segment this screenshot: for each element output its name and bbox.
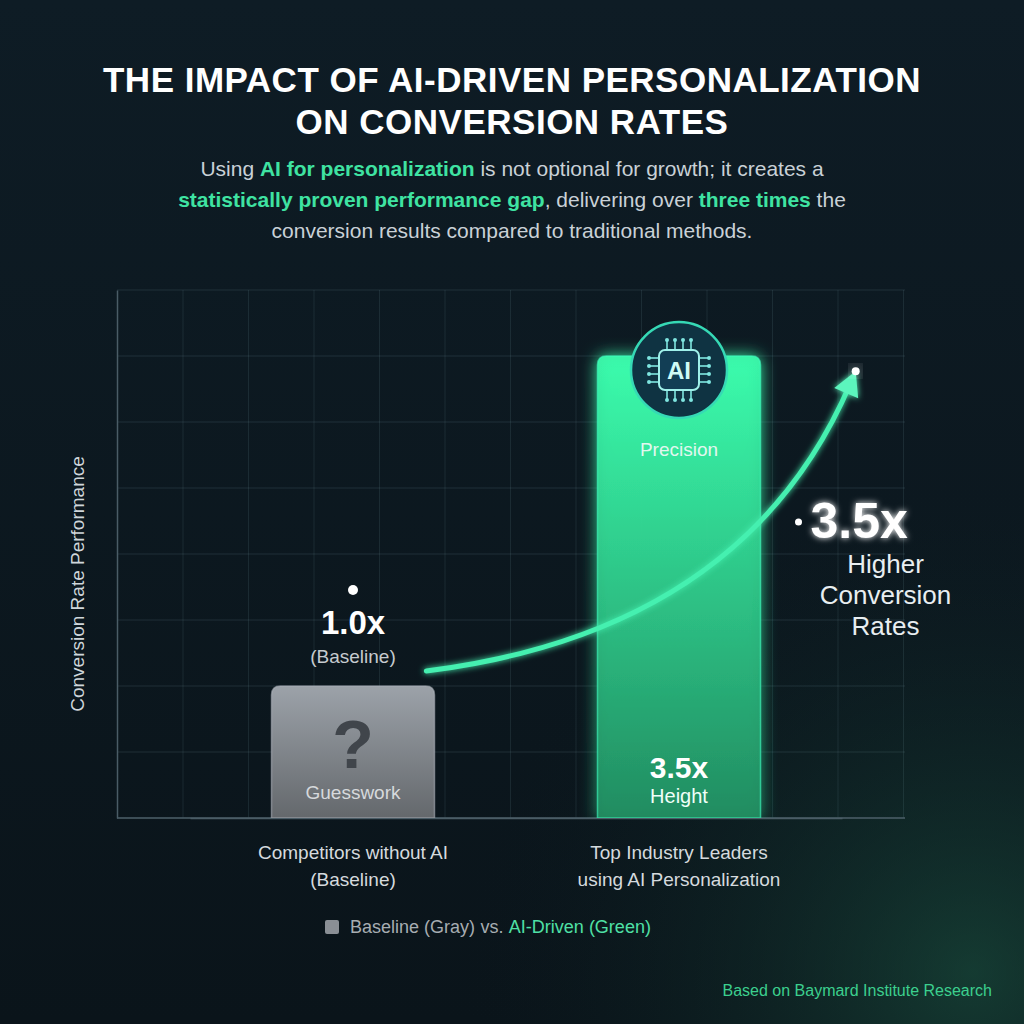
subtitle: statistically proven performance gap, de… xyxy=(178,188,846,211)
icon-pin-dot xyxy=(647,372,651,376)
callout-text: HigherConversionRates xyxy=(820,549,952,641)
icon-pin-dot xyxy=(689,338,693,342)
icon-pin-dot xyxy=(673,338,677,342)
trend-arrow xyxy=(426,367,859,671)
y-axis-line xyxy=(117,291,119,819)
chart: THE IMPACT OF AI-DRIVEN PERSONALIZATIONO… xyxy=(0,0,1024,1024)
icon-pin-dot xyxy=(707,372,711,376)
grid-line xyxy=(117,290,905,291)
grid-line xyxy=(117,422,905,423)
baseline-note: (Baseline) xyxy=(310,646,396,667)
icon-pin-dot xyxy=(673,398,677,402)
icon-pin-dot xyxy=(647,356,651,360)
bar-note: Precision xyxy=(640,439,718,460)
x-tick: Competitors without AI(Baseline) xyxy=(258,818,448,890)
icon-chip xyxy=(659,350,699,390)
icon-circle xyxy=(631,322,727,418)
subtitle: Using AI for personalization is not opti… xyxy=(200,157,824,180)
x-axis: Competitors without AI(Baseline) Top Indu… xyxy=(191,818,843,890)
data-label-caption: Height xyxy=(650,785,708,807)
grid-line xyxy=(117,620,905,621)
label-dot xyxy=(348,585,358,595)
icon-pin-dot xyxy=(707,356,711,360)
data-label: 1.0x xyxy=(321,604,386,641)
callout-dot xyxy=(795,519,802,526)
icon-pin-dot xyxy=(681,398,685,402)
source: Based on Baymard Institute Research xyxy=(723,982,992,999)
plot-frame xyxy=(117,817,905,819)
y-axis-title: Conversion Rate Performance xyxy=(67,456,88,712)
icon-pin-dot xyxy=(707,380,711,384)
legend-text: Baseline (Gray)vs.AI-Driven (Green) xyxy=(350,917,651,937)
legend: Baseline (Gray)vs.AI-Driven (Green) xyxy=(325,917,651,937)
icon-pin-dot xyxy=(665,398,669,402)
bar-note: Guesswork xyxy=(305,782,401,803)
legend-swatch xyxy=(325,920,339,934)
icon-pin-dot xyxy=(647,364,651,368)
grid-line xyxy=(117,752,905,753)
grid-line xyxy=(117,818,905,819)
title: THE IMPACT OF AI-DRIVEN PERSONALIZATIONO… xyxy=(103,60,921,141)
bar xyxy=(272,686,435,818)
x-tick-label: Competitors without AI(Baseline) xyxy=(258,842,448,890)
grid-line xyxy=(117,686,905,687)
icon-pin-dot xyxy=(689,398,693,402)
icon-pin-dot xyxy=(681,338,685,342)
grid-line xyxy=(117,356,905,357)
icon-pin-dot xyxy=(665,338,669,342)
bars xyxy=(272,356,761,818)
subtitle: conversion results compared to tradition… xyxy=(272,219,753,242)
callout-value: 3.5x xyxy=(811,493,909,549)
y-axis xyxy=(117,291,119,819)
icon-pin-dot xyxy=(707,364,711,368)
grid xyxy=(117,290,905,818)
x-tick: Top Industry Leadersusing AI Personaliza… xyxy=(578,818,781,890)
data-label: 3.5x xyxy=(650,751,709,784)
ai-icon: AI xyxy=(631,322,727,418)
background xyxy=(0,0,1024,1024)
sparkle xyxy=(852,367,860,375)
background-glow xyxy=(0,0,1024,1024)
arrow-line xyxy=(426,384,850,671)
x-tick-label: Top Industry Leadersusing AI Personaliza… xyxy=(578,842,781,890)
bar-icon: ? xyxy=(332,706,374,782)
arrow-head xyxy=(834,371,858,398)
icon-pin-dot xyxy=(647,380,651,384)
icon-label: AI xyxy=(667,357,691,384)
grid-line xyxy=(117,554,905,555)
